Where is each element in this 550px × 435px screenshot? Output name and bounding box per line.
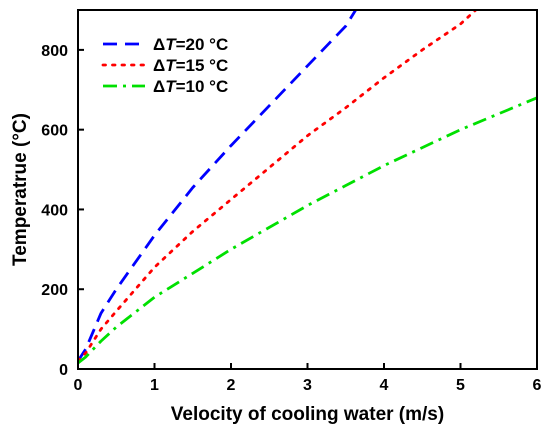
x-tick-label: 0 — [74, 377, 83, 394]
legend: ΔT=20 °C ΔT=15 °C ΔT=10 °C — [101, 35, 228, 96]
series-line — [78, 10, 478, 363]
y-tick-label: 600 — [41, 123, 68, 140]
series-line — [78, 10, 357, 362]
x-axis-ticks: 0 1 2 3 4 5 6 — [74, 363, 542, 394]
y-axis-title: Temperatrue (°C) — [10, 113, 31, 266]
legend-item: ΔT=10 °C — [103, 77, 228, 96]
legend-label: ΔT=20 °C — [153, 35, 228, 54]
y-tick-label: 200 — [41, 282, 68, 299]
legend-item: ΔT=20 °C — [103, 35, 228, 54]
y-tick-label: 0 — [59, 362, 68, 379]
y-tick-label: 800 — [41, 43, 68, 60]
x-tick-label: 2 — [227, 377, 236, 394]
legend-label: ΔT=15 °C — [153, 56, 228, 75]
legend-item: ΔT=15 °C — [101, 56, 228, 75]
y-axis-ticks: 0 200 400 600 800 — [41, 43, 84, 379]
series-line — [78, 96, 537, 365]
x-tick-label: 5 — [456, 377, 465, 394]
series-layer — [78, 10, 537, 365]
x-tick-label: 3 — [303, 377, 312, 394]
x-tick-label: 1 — [150, 377, 159, 394]
x-axis-title: Velocity of cooling water (m/s) — [171, 404, 444, 425]
y-tick-label: 400 — [41, 202, 68, 219]
x-tick-label: 6 — [533, 377, 542, 394]
x-tick-label: 4 — [380, 377, 389, 394]
legend-label: ΔT=10 °C — [153, 77, 228, 96]
